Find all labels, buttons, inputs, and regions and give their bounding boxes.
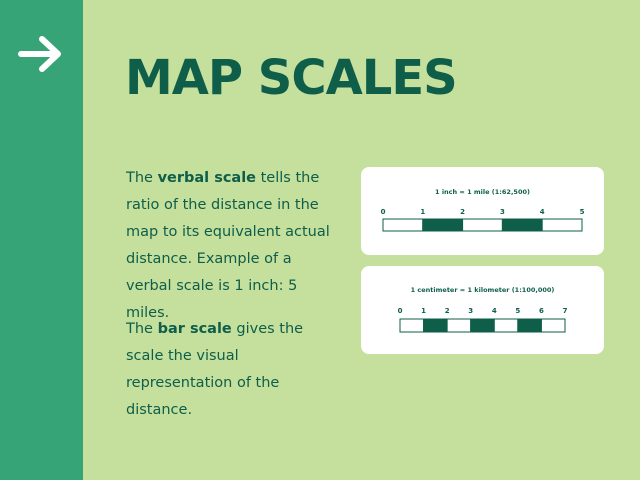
cm-scale-card: 1 centimeter = 1 kilometer (1:100,000) 0…: [361, 266, 604, 354]
bar-scale-term: bar scale: [157, 321, 232, 337]
cm-scale-tick-label: 4: [492, 307, 497, 315]
inch-scale-tick-label: 3: [500, 208, 505, 216]
page-title: MAP SCALES: [125, 50, 458, 106]
verbal-rest: tells the ratio of the distance in the m…: [126, 170, 330, 321]
inch-scale-segment-4: [541, 218, 583, 232]
cm-scale-tick-label: 5: [515, 307, 520, 315]
bar-rest: gives the scale the visual representatio…: [126, 321, 304, 418]
cm-scale-tick-label: 6: [539, 307, 544, 315]
inch-scale-segment-3: [501, 218, 543, 232]
inch-scale-segment-0: [382, 218, 424, 232]
cm-scale-tick-label: 0: [398, 307, 403, 315]
cm-scale-label: 1 centimeter = 1 kilometer (1:100,000): [411, 286, 555, 294]
cm-scale-tick-label: 2: [445, 307, 450, 315]
cm-scale-segment-1: [423, 318, 448, 333]
verbal-scale-paragraph: The verbal scale tells the ratio of the …: [126, 165, 341, 327]
inch-scale-card: 1 inch = 1 mile (1:62,500) 0 1 2 3 4 5: [361, 167, 604, 255]
arrow-right-icon: [18, 36, 61, 72]
inch-scale-tick-label: 5: [580, 208, 585, 216]
inch-scale-tick-label: 4: [540, 208, 545, 216]
cm-scale-segment-4: [493, 318, 519, 333]
cm-scale-segment-2: [446, 318, 472, 333]
inch-scale-tick-label: 2: [460, 208, 465, 216]
inch-scale-label: 1 inch = 1 mile (1:62,500): [435, 188, 530, 196]
bar-prefix: The: [126, 321, 158, 337]
cm-scale-segment-3: [470, 318, 495, 333]
verbal-scale-term: verbal scale: [157, 170, 257, 186]
cm-scale-segment-6: [540, 318, 566, 333]
inch-scale-segment-2: [462, 218, 503, 232]
cm-scale-bar: 1 centimeter = 1 kilometer (1:100,000) 0…: [398, 286, 568, 333]
verbal-prefix: The: [126, 170, 158, 186]
cm-scale-segment-5: [517, 318, 542, 333]
inch-scale-bar: 1 inch = 1 mile (1:62,500) 0 1 2 3 4 5: [381, 188, 585, 232]
inch-scale-segment-1: [422, 218, 464, 232]
inch-scale-tick-label: 1: [420, 208, 425, 216]
cm-scale-segment-0: [399, 318, 425, 333]
cm-scale-tick-label: 1: [421, 307, 426, 315]
sidebar-stripe: [0, 0, 83, 480]
cm-scale-tick-label: 7: [563, 307, 568, 315]
bar-scale-paragraph: The bar scale gives the scale the visual…: [126, 316, 341, 424]
cm-scale-tick-label: 3: [468, 307, 473, 315]
inch-scale-tick-label: 0: [381, 208, 386, 216]
